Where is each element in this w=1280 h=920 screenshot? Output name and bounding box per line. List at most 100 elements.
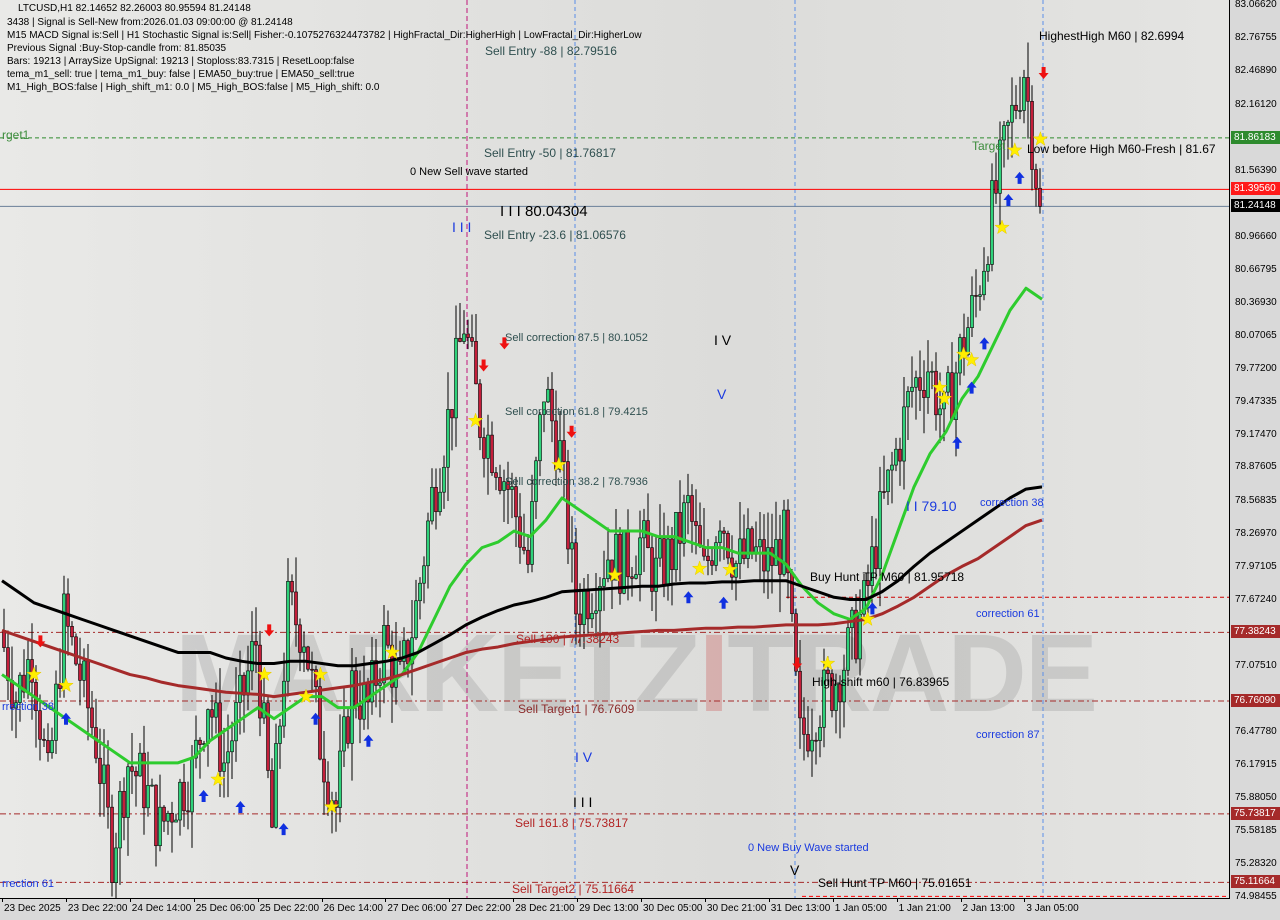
candle-body — [974, 295, 978, 297]
price-tick-label: 74.98455 — [1235, 891, 1277, 902]
time-tick-label: 25 Dec 06:00 — [195, 903, 256, 914]
price-tick-label: 75.88050 — [1235, 792, 1277, 804]
time-tick-mark — [577, 898, 579, 902]
candle-body — [510, 486, 514, 490]
label-correction-87: correction 87 — [976, 729, 1040, 741]
candle-body — [690, 495, 694, 522]
candle-body — [698, 525, 702, 547]
candle-body — [22, 674, 26, 693]
candle-body — [490, 434, 494, 474]
candle-body — [42, 738, 46, 741]
buy-arrow-icon — [310, 712, 321, 725]
time-tick-label: 2 Jan 13:00 — [962, 903, 1015, 914]
label-low-before-high: Low before High M60-Fresh | 81.67 — [1027, 142, 1216, 156]
time-tick-label: 1 Jan 21:00 — [898, 903, 951, 914]
candle-body — [166, 812, 170, 822]
candle-body — [970, 295, 974, 328]
candle-body — [410, 637, 414, 665]
time-tick-mark — [832, 898, 834, 902]
candle-body — [442, 466, 446, 493]
candle-body — [986, 264, 990, 272]
moving-average-line — [1, 518, 1043, 699]
buy-arrow-icon — [979, 337, 990, 350]
candle-body — [814, 739, 818, 742]
candle-body — [242, 674, 246, 696]
candle-body — [546, 388, 550, 403]
sell-arrow-icon — [499, 337, 510, 350]
time-tick-label: 27 Dec 06:00 — [387, 903, 447, 914]
time-tick-mark — [768, 898, 770, 902]
time-tick-mark — [704, 898, 706, 902]
candle-body — [146, 785, 150, 809]
label-sell-target2: Sell Target2 | 75.11664 — [512, 882, 635, 896]
candle-body — [562, 440, 566, 462]
candle-body — [586, 591, 590, 620]
candle-body — [870, 546, 874, 586]
price-tick-label: 77.07510 — [1235, 660, 1277, 672]
price-tick-label: 76.17915 — [1235, 759, 1277, 771]
candle-body — [878, 491, 882, 570]
star-icon — [550, 456, 567, 472]
candle-body — [750, 528, 754, 555]
candle-body — [66, 593, 70, 627]
candle-body — [734, 563, 738, 578]
candle-body — [430, 486, 434, 522]
candle-body — [758, 539, 762, 548]
candle-body — [270, 770, 274, 828]
star-icon — [722, 561, 738, 577]
label-sell-corr-875: Sell correction 87.5 | 80.1052 — [505, 332, 648, 344]
candle-body — [86, 660, 90, 709]
label-sell-entry-88: Sell Entry -88 | 82.79516 — [485, 44, 617, 58]
candle-body — [1022, 77, 1026, 111]
buy-arrow-icon — [683, 591, 694, 604]
candle-body — [842, 669, 846, 703]
price-tick-label: 75.28320 — [1235, 858, 1277, 870]
candle-body — [326, 781, 330, 806]
candle-body — [746, 528, 750, 559]
candle-body — [682, 502, 686, 544]
time-tick-label: 30 Dec 05:00 — [643, 903, 703, 914]
time-tick-mark — [129, 898, 131, 902]
candle-body — [334, 800, 338, 808]
label-sell-100: Sell 100 | 77.38243 — [516, 632, 620, 646]
price-tick-label: 78.26970 — [1235, 528, 1277, 540]
star-icon — [323, 798, 340, 814]
candle-body — [642, 520, 646, 539]
candle-body — [738, 538, 742, 564]
candle-body — [414, 600, 418, 639]
price-chart[interactable]: MARKETZITRADE LTCUSD,H1 82.14652 82.2600… — [0, 0, 1230, 899]
candle-body — [630, 576, 634, 579]
candle-body — [142, 752, 146, 809]
candle-body — [1018, 110, 1022, 112]
candle-body — [886, 469, 890, 493]
candle-body — [190, 757, 194, 813]
candle-body — [134, 770, 138, 777]
candle-body — [810, 739, 814, 752]
candle-body — [846, 627, 850, 671]
candle-body — [742, 538, 746, 559]
time-tick-label: 30 Dec 21:00 — [706, 903, 767, 914]
candle-body — [478, 383, 482, 438]
candle-body — [342, 716, 346, 752]
label-sell-corr-618: Sell correction 61.8 | 79.4215 — [505, 406, 648, 418]
candle-body — [402, 640, 406, 662]
label-wave4: I V — [714, 332, 732, 348]
candle-body — [666, 538, 670, 586]
sell-arrow-icon — [264, 624, 275, 637]
candle-body — [1034, 169, 1038, 189]
candle-body — [978, 294, 982, 297]
candle-body — [426, 520, 430, 567]
candle-body — [38, 710, 42, 740]
candle-body — [226, 751, 230, 764]
candle-body — [386, 625, 390, 646]
candle-body — [514, 486, 518, 518]
candle-body — [434, 486, 438, 513]
candle-body — [590, 613, 594, 620]
candle-body — [954, 372, 958, 420]
candle-body — [534, 460, 538, 502]
buy-arrow-icon — [952, 436, 963, 449]
candle-body — [802, 717, 806, 735]
candle-body — [70, 626, 74, 638]
label-wave3-price: I I I 80.04304 — [500, 203, 588, 220]
time-tick-mark — [2, 898, 3, 902]
